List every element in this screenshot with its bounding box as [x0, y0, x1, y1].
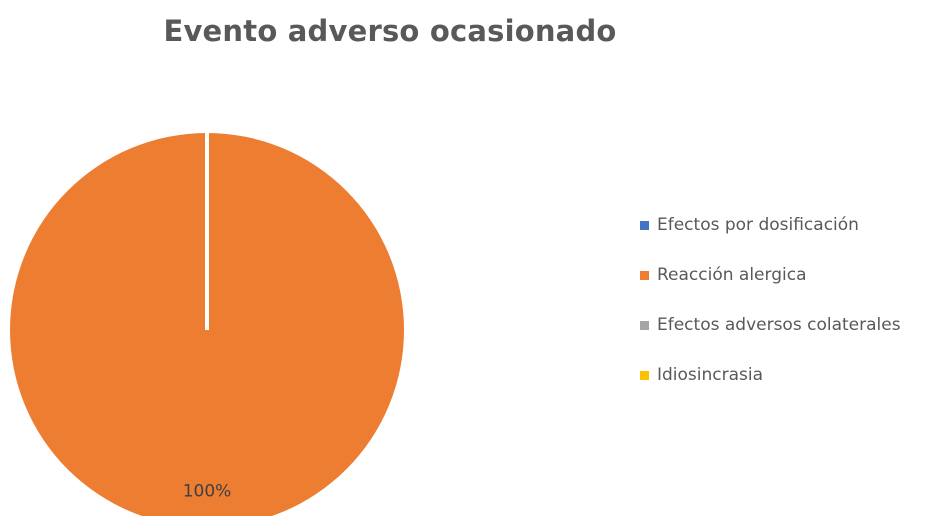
legend: Efectos por dosificación Reacción alergi…	[640, 212, 901, 412]
legend-label: Efectos por dosificación	[657, 215, 859, 235]
legend-item-efectos-adversos-colaterales: Efectos adversos colaterales	[640, 312, 901, 338]
legend-swatch	[640, 321, 649, 330]
legend-swatch	[640, 271, 649, 280]
legend-swatch	[640, 221, 649, 230]
legend-swatch	[640, 371, 649, 380]
legend-label: Efectos adversos colaterales	[657, 315, 901, 335]
legend-label: Idiosincrasia	[657, 365, 763, 385]
pie-data-label: 100%	[183, 482, 232, 502]
legend-item-idiosincrasia: Idiosincrasia	[640, 362, 901, 388]
legend-item-reaccion-alergica: Reacción alergica	[640, 262, 901, 288]
legend-label: Reacción alergica	[657, 265, 807, 285]
legend-item-efectos-por-dosificacion: Efectos por dosificación	[640, 212, 901, 238]
